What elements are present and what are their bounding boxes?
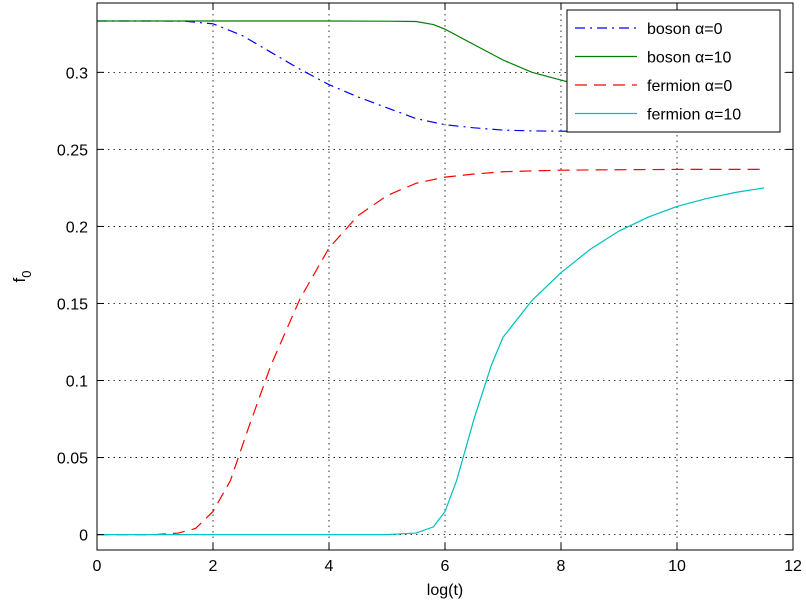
legend: boson α=0 boson α=10 fermion α=0 fermion α=… <box>566 9 781 133</box>
x-axis-label: log(t) <box>427 582 463 599</box>
grid-lines <box>97 3 793 550</box>
series-line-3 <box>97 187 765 536</box>
x-tick-label: 8 <box>557 558 566 575</box>
legend-label-2: fermion α=0 <box>647 78 732 95</box>
x-tick-label: 4 <box>325 558 334 575</box>
y-tick-label: 0.2 <box>66 219 88 236</box>
x-tick-label: 0 <box>93 558 102 575</box>
y-axis-label-main: f <box>10 277 29 282</box>
y-tick-label: 0 <box>79 528 88 545</box>
legend-label-3: fermion α=10 <box>647 107 741 124</box>
y-tick-label: 0.05 <box>57 451 88 468</box>
x-tick-label: 6 <box>441 558 450 575</box>
axis-ticks: 0 2 4 6 8 10 12 0 0.05 0.1 0.15 0.2 0.25 0.3 <box>57 3 802 575</box>
x-tick-label: 12 <box>784 558 802 575</box>
y-tick-label: 0.25 <box>57 142 88 159</box>
y-axis-label-subscript: 0 <box>19 271 34 278</box>
y-tick-label: 0.3 <box>66 65 88 82</box>
series-line-0 <box>97 20 764 132</box>
y-tick-label: 0.1 <box>66 374 88 391</box>
x-tick-label: 2 <box>209 558 218 575</box>
y-axis-label: f0 <box>10 271 34 283</box>
legend-box <box>566 9 781 133</box>
legend-label-1: boson α=10 <box>647 50 732 67</box>
legend-label-0: boson α=0 <box>647 21 723 38</box>
series-line-2 <box>97 168 764 536</box>
x-tick-label: 10 <box>668 558 686 575</box>
y-tick-label: 0.15 <box>57 296 88 313</box>
